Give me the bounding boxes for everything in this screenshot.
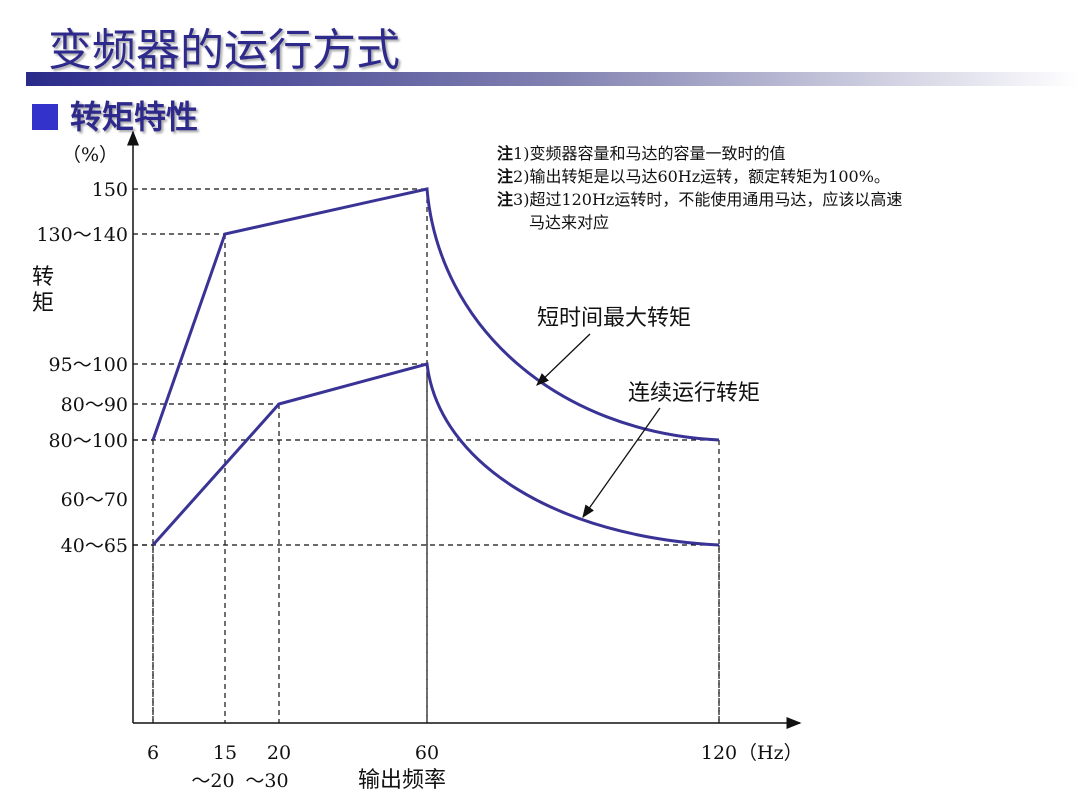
bullet-square-icon xyxy=(32,104,58,130)
x-unit: （Hz） xyxy=(738,742,803,764)
pointer-arrow-continuous xyxy=(582,407,661,519)
note-tag: 注 xyxy=(497,167,514,186)
y-tick-label: 80～90 xyxy=(61,394,128,416)
y-unit: （%） xyxy=(62,144,118,166)
note-tag: 注 xyxy=(497,190,514,209)
series-line-1 xyxy=(151,362,720,547)
x-tick-label: 6 xyxy=(147,742,159,764)
y-tick-label: 150 xyxy=(92,179,128,201)
x-tick-sublabel: ～20 xyxy=(191,770,234,792)
series-label-continuous: 连续运行转矩 xyxy=(628,381,760,406)
x-tick-label: 15 xyxy=(213,742,237,764)
note-text: 1)变频器容量和马达的容量一致时的值 xyxy=(513,144,786,163)
series-label-max: 短时间最大转矩 xyxy=(537,306,691,331)
note-text: 马达来对应 xyxy=(529,213,610,232)
y-tick-label: 40～65 xyxy=(61,535,128,557)
note: 马达来对应 xyxy=(497,211,902,234)
y-tick-label: 130～140 xyxy=(36,224,128,246)
x-tick-label: 60 xyxy=(415,742,439,764)
x-tick-label: 20 xyxy=(267,742,291,764)
title-divider xyxy=(26,72,1080,86)
section-heading-text: 转矩特性 xyxy=(70,98,199,136)
x-tick-label: 120 xyxy=(701,742,737,764)
y-tick-label: 60～70 xyxy=(61,489,128,511)
series-line-0 xyxy=(151,187,720,442)
y-tick-label: 80～100 xyxy=(49,430,128,452)
y-label: 转矩 xyxy=(32,265,54,316)
x-label: 输出频率 xyxy=(358,768,446,793)
pointer-arrow-max xyxy=(536,333,591,386)
page-title: 变频器的运行方式 xyxy=(48,25,400,76)
x-tick-sublabel: ～30 xyxy=(245,770,288,792)
note-text: 3)超过120Hz运转时，不能使用通用马达，应该以高速 xyxy=(513,190,903,209)
section-heading: 转矩特性 xyxy=(32,92,198,138)
note: 注2)输出转矩是以马达60Hz运转，额定转矩为100%。 xyxy=(497,165,902,188)
note-tag: 注 xyxy=(497,144,514,163)
y-tick-label: 95～100 xyxy=(49,354,128,376)
note-text: 2)输出转矩是以马达60Hz运转，额定转矩为100%。 xyxy=(513,167,890,186)
note: 注1)变频器容量和马达的容量一致时的值 xyxy=(497,142,902,165)
notes: 注1)变频器容量和马达的容量一致时的值 注2)输出转矩是以马达60Hz运转，额定… xyxy=(497,142,902,234)
note: 注3)超过120Hz运转时，不能使用通用马达，应该以高速 xyxy=(497,188,902,211)
